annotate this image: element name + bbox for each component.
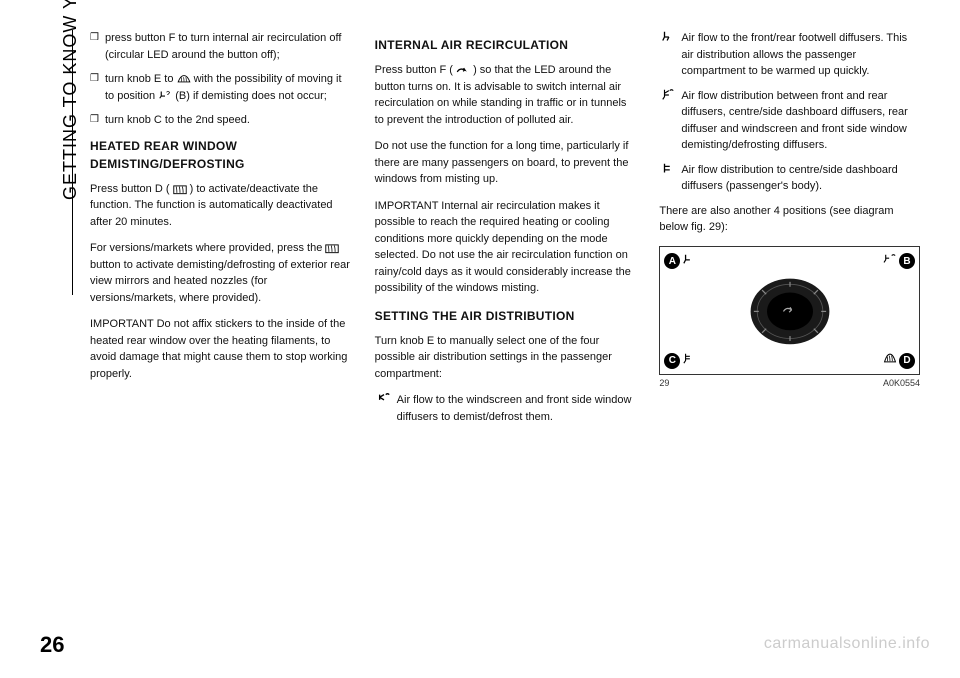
distribution-item: Air flow distribution between front and … xyxy=(659,88,920,154)
corner-a: A xyxy=(664,253,696,271)
heading-distribution: SETTING THE AIR DISTRIBUTION xyxy=(375,307,636,325)
figure-code: A0K0554 xyxy=(883,377,920,391)
bullet-mark: ❒ xyxy=(90,71,99,104)
paragraph: Press button F ( ) so that the LED aroun… xyxy=(375,62,636,128)
distribution-text: Air flow to the windscreen and front sid… xyxy=(397,392,636,425)
heading-recirc: INTERNAL AIR RECIRCULATION xyxy=(375,36,636,54)
distribution-item: Air flow to the front/rear footwell diff… xyxy=(659,30,920,80)
bullet-text: turn knob C to the 2nd speed. xyxy=(105,112,250,129)
paragraph-important: IMPORTANT Do not affix stickers to the i… xyxy=(90,316,351,382)
mixed-flow-icon xyxy=(659,88,677,154)
text: Press button F ( xyxy=(375,64,453,76)
figure-number: 29 xyxy=(659,377,669,391)
defrost-icon xyxy=(883,352,897,370)
defrost-icon xyxy=(177,73,191,85)
rear-defrost-icon xyxy=(173,183,187,195)
body-flow-icon xyxy=(659,162,677,195)
text: button to activate demisting/defrosting … xyxy=(90,259,350,304)
content-columns: ❒ press button F to turn internal air re… xyxy=(90,30,920,433)
paragraph: Turn knob E to manually select one of th… xyxy=(375,333,636,383)
corner-d: D xyxy=(883,352,915,370)
text: For versions/markets where provided, pre… xyxy=(90,242,325,254)
distribution-text: Air flow distribution between front and … xyxy=(681,88,920,154)
paragraph-important: IMPORTANT Internal air recirculation mak… xyxy=(375,198,636,297)
paragraph: There are also another 4 positions (see … xyxy=(659,203,920,236)
heading-heated-rear: HEATED REAR WINDOW DEMISTING/DEFROSTING xyxy=(90,137,351,173)
distribution-text: Air flow to the front/rear footwell diff… xyxy=(681,30,920,80)
bullet-item: ❒ turn knob E to with the possibility of… xyxy=(90,71,351,104)
rear-defrost-icon xyxy=(325,242,339,254)
footwell-flow-icon xyxy=(659,30,677,80)
bullet-item: ❒ press button F to turn internal air re… xyxy=(90,30,351,63)
paragraph: For versions/markets where provided, pre… xyxy=(90,240,351,306)
knob-dial xyxy=(740,272,840,350)
figure-29: A B xyxy=(659,246,920,391)
section-label: GETTING TO KNOW YOUR CAR xyxy=(60,0,81,200)
bullet-text: press button F to turn internal air reci… xyxy=(105,30,351,63)
bullet-mark: ❒ xyxy=(90,112,99,129)
body-foot-flow-icon xyxy=(682,352,696,370)
distribution-item: Air flow distribution to centre/side das… xyxy=(659,162,920,195)
text: turn knob E to xyxy=(105,73,177,85)
paragraph: Do not use the function for a long time,… xyxy=(375,138,636,188)
text: (B) if demisting does not occur; xyxy=(175,90,327,102)
sidebar-divider xyxy=(72,30,73,295)
distribution-text: Air flow distribution to centre/side das… xyxy=(681,162,920,195)
badge-d: D xyxy=(899,353,915,369)
foot-defrost-icon xyxy=(883,253,897,271)
knob-diagram: A B xyxy=(659,246,920,375)
paragraph: Press button D ( ) to activate/deactivat… xyxy=(90,181,351,231)
windscreen-flow-icon xyxy=(375,392,393,425)
bullet-mark: ❒ xyxy=(90,30,99,63)
bullet-item: ❒ turn knob C to the 2nd speed. xyxy=(90,112,351,129)
column-1: ❒ press button F to turn internal air re… xyxy=(90,30,351,433)
foot-defrost-icon xyxy=(158,90,172,102)
bullet-text: turn knob E to with the possibility of m… xyxy=(105,71,351,104)
distribution-item: Air flow to the windscreen and front sid… xyxy=(375,392,636,425)
badge-b: B xyxy=(899,253,915,269)
column-3: Air flow to the front/rear footwell diff… xyxy=(659,30,920,433)
text: Press button D ( xyxy=(90,183,169,195)
page-number: 26 xyxy=(40,632,64,658)
watermark: carmanualsonline.info xyxy=(764,635,930,653)
corner-c: C xyxy=(664,352,696,370)
recirc-icon xyxy=(456,64,470,76)
badge-a: A xyxy=(664,253,680,269)
column-2: INTERNAL AIR RECIRCULATION Press button … xyxy=(375,30,636,433)
footwell-flow-icon xyxy=(682,253,696,271)
corner-b: B xyxy=(883,253,915,271)
figure-caption: 29 A0K0554 xyxy=(659,377,920,391)
badge-c: C xyxy=(664,353,680,369)
